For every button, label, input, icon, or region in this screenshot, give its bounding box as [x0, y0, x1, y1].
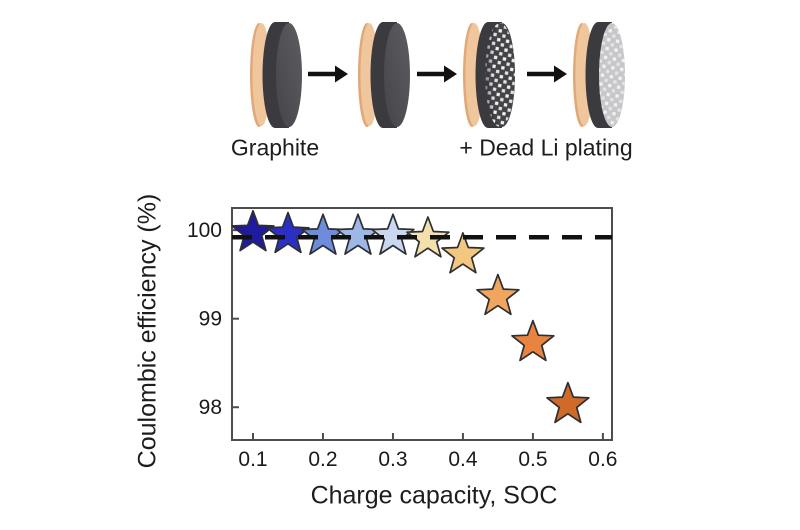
star-marker [336, 213, 380, 255]
ce-vs-soc-chart: 0.1 0.2 0.3 0.4 0.5 0.6 100 99 98 [187, 207, 618, 471]
star-marker [441, 232, 485, 274]
dead-li-speckles [599, 23, 625, 127]
graphite-face [276, 23, 302, 127]
arrow-right-icon [417, 65, 457, 83]
graphite-label: Graphite [230, 134, 320, 161]
dead-li-speckles [485, 23, 515, 127]
star-marker [476, 273, 520, 316]
y-tick-label: 98 [199, 396, 222, 419]
x-tick-label: 0.2 [308, 448, 337, 471]
y-axis-title: Coulombic efficiency (%) [133, 193, 162, 469]
electrode-evolution-diagram [250, 22, 625, 128]
electrode-stage-2 [358, 22, 410, 128]
star-marker [266, 211, 310, 254]
x-tick-label: 0.6 [588, 448, 617, 471]
x-axis-title: Charge capacity, SOC [310, 481, 558, 510]
x-tick-label: 0.4 [448, 448, 478, 471]
y-tick-label: 99 [199, 308, 222, 331]
star-marker [406, 216, 450, 258]
electrode-stage-3 [463, 22, 515, 128]
x-tick-label: 0.3 [378, 448, 407, 471]
arrow-right-icon [308, 65, 348, 83]
star-marker [301, 213, 345, 255]
star-marker [231, 209, 275, 252]
star-marker [511, 319, 555, 362]
dead-li-plating-label: + Dead Li plating [459, 134, 633, 161]
plot-frame [231, 207, 613, 441]
arrow-right-icon [527, 65, 567, 83]
electrode-stage-4 [573, 22, 625, 128]
electrode-stage-1 [250, 22, 302, 128]
x-tick-label: 0.5 [518, 448, 547, 471]
star-marker [546, 381, 590, 424]
graphite-face [384, 23, 410, 127]
x-tick-label: 0.1 [238, 448, 267, 471]
y-tick-label: 100 [187, 219, 222, 242]
star-marker [371, 213, 415, 255]
